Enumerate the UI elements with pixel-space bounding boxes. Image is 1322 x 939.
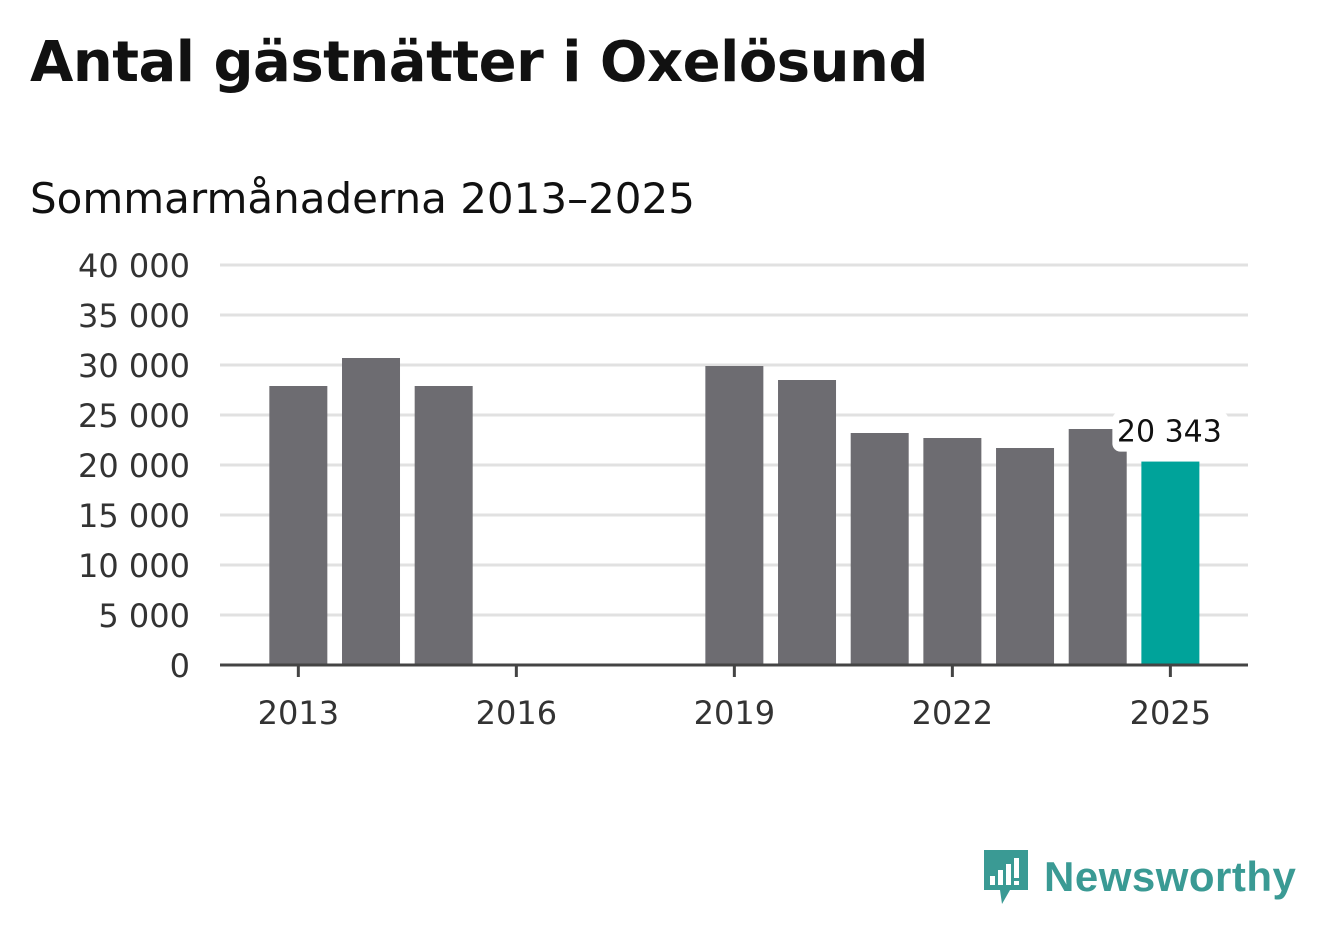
data-labels: 20 343 xyxy=(1112,411,1229,452)
y-tick-label: 15 000 xyxy=(78,497,190,535)
x-tick-label: 2013 xyxy=(258,694,339,732)
chart-subtitle: Sommarmånaderna 2013–2025 xyxy=(30,174,695,223)
data-label-background xyxy=(1112,411,1229,452)
bar-2023 xyxy=(996,448,1055,665)
data-label: 20 343 xyxy=(1117,415,1222,450)
bar-2020 xyxy=(778,380,837,665)
x-axis-tick-labels: 2013 2016 2019 2022 2025 xyxy=(258,694,1211,732)
bar-2014 xyxy=(342,358,401,665)
y-tick-label: 0 xyxy=(170,647,190,685)
bar-2025 xyxy=(1141,461,1200,665)
bars xyxy=(269,358,1200,665)
y-tick-label: 10 000 xyxy=(78,547,190,585)
bar-2013 xyxy=(269,386,328,665)
y-tick-label: 35 000 xyxy=(78,297,190,335)
x-tick-label: 2022 xyxy=(912,694,993,732)
newsworthy-logo: Newsworthy xyxy=(980,846,1296,908)
y-tick-label: 30 000 xyxy=(78,347,190,385)
brand-name: Newsworthy xyxy=(1044,853,1297,900)
bar-2015 xyxy=(414,386,473,665)
bar-2024 xyxy=(1068,429,1127,665)
y-tick-label: 5 000 xyxy=(98,597,190,635)
y-tick-label: 40 000 xyxy=(78,247,190,285)
x-tick-label: 2016 xyxy=(476,694,557,732)
y-tick-label: 20 000 xyxy=(78,447,190,485)
x-tick-label: 2025 xyxy=(1130,694,1211,732)
bar-2021 xyxy=(850,433,909,665)
chart-title: Antal gästnätter i Oxelösund xyxy=(30,30,928,95)
y-tick-label: 25 000 xyxy=(78,397,190,435)
x-tick-label: 2019 xyxy=(694,694,775,732)
bar-2019 xyxy=(705,366,764,665)
bar-2022 xyxy=(923,438,982,665)
newsworthy-logo-icon xyxy=(984,850,1028,904)
y-axis-tick-labels: 0 5 000 10 000 15 000 20 000 25 000 30 000 35 0… xyxy=(78,247,190,685)
x-axis xyxy=(220,663,1248,677)
